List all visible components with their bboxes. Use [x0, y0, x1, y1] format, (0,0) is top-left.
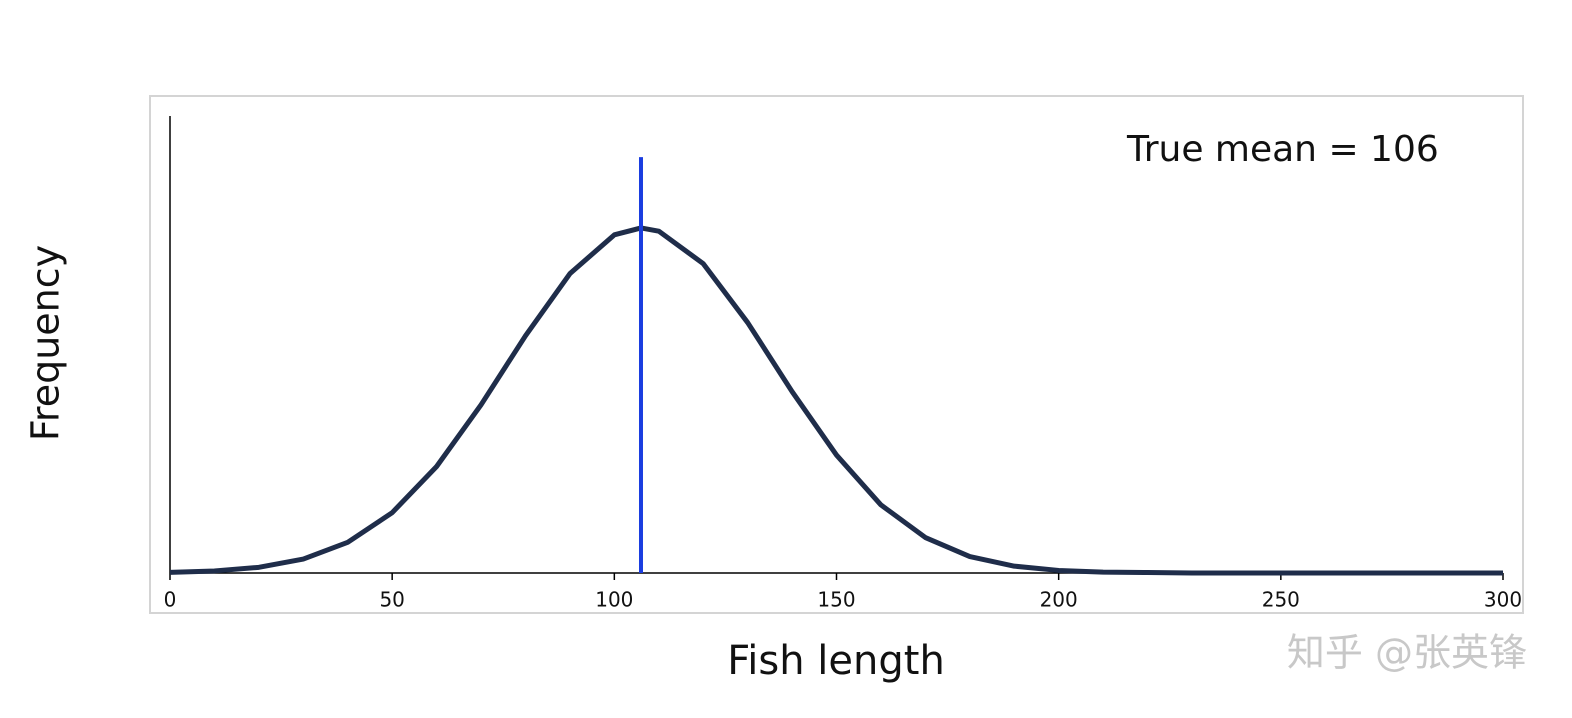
watermark: 知乎 @张英锋: [1287, 631, 1527, 675]
x-tick-label: 150: [817, 588, 855, 612]
annotation: True mean = 106: [1126, 129, 1439, 170]
x-tick-label: 250: [1262, 588, 1300, 612]
x-axis-label: Fish length: [727, 638, 945, 684]
x-tick-label: 300: [1484, 588, 1522, 612]
curve: [169, 225, 1503, 576]
x-tick-label: 0: [164, 588, 177, 612]
x-tick-label: 50: [379, 588, 404, 612]
plot-frame: [149, 95, 1524, 614]
y-axis-label: Frequency: [24, 245, 68, 441]
x-tick-label: 100: [595, 588, 633, 612]
x-tick-label: 200: [1040, 588, 1078, 612]
